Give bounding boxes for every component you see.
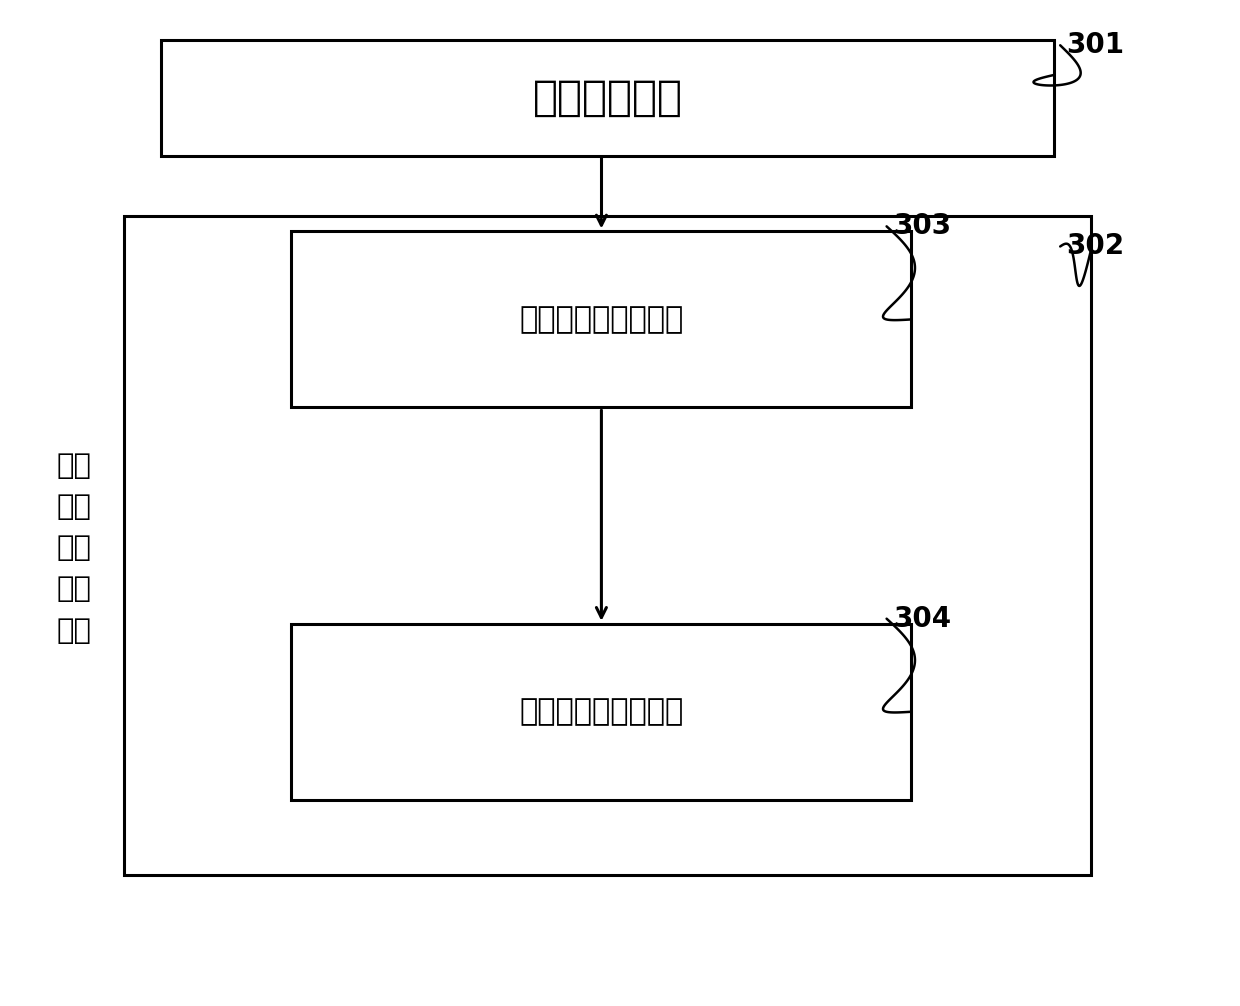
Text: 一次
调频
功率
确定
模块: 一次 调频 功率 确定 模块 [57,452,92,645]
Bar [124,216,1091,875]
Bar [291,624,911,800]
Bar [291,231,911,407]
Text: 301: 301 [1066,31,1125,59]
Text: 虚拟参量确定子模块: 虚拟参量确定子模块 [520,305,683,334]
Text: 功率指令生成子模块: 功率指令生成子模块 [520,697,683,726]
Text: 304: 304 [893,605,951,633]
Text: 302: 302 [1066,232,1125,261]
Text: 数据采集模块: 数据采集模块 [533,77,682,119]
Text: 303: 303 [893,212,951,240]
Bar [161,40,1054,156]
